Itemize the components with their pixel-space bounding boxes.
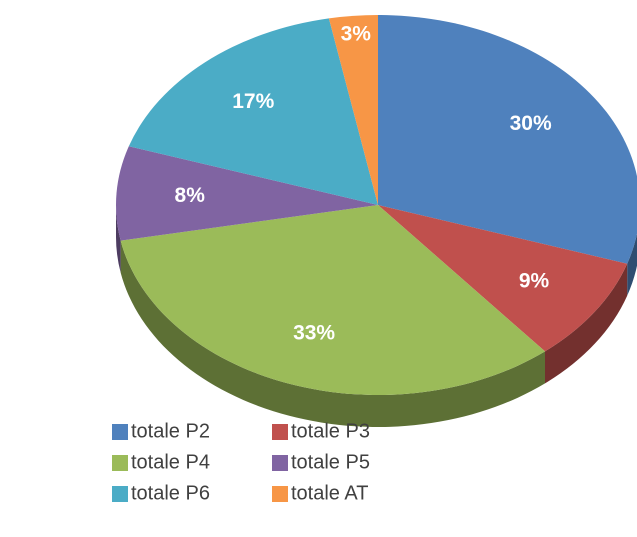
slice-side <box>120 240 546 427</box>
legend-marker <box>272 486 288 502</box>
data-label: 9% <box>519 269 550 292</box>
slice-side <box>627 233 637 296</box>
legend-label: totale AT <box>291 482 368 504</box>
slice <box>378 15 637 264</box>
legend-label: totale P5 <box>291 451 370 473</box>
data-label: 33% <box>293 321 335 344</box>
legend-marker <box>112 424 128 440</box>
legend-label: totale P4 <box>131 451 210 473</box>
legend-label: totale P3 <box>291 420 370 442</box>
data-label: 3% <box>341 22 372 45</box>
legend-marker <box>112 455 128 471</box>
data-label: 17% <box>232 90 274 113</box>
slice <box>378 205 628 352</box>
slice-side <box>545 263 628 384</box>
data-label: 30% <box>510 112 552 135</box>
slice <box>128 18 378 206</box>
data-label: 8% <box>175 184 206 207</box>
slice-side <box>116 205 121 273</box>
legend-marker <box>112 486 128 502</box>
slice <box>116 146 378 241</box>
slice <box>120 205 546 395</box>
legend-label: totale P2 <box>131 420 210 442</box>
legend-marker <box>272 424 288 440</box>
slice <box>328 15 378 205</box>
legend-marker <box>272 455 288 471</box>
legend-label: totale P6 <box>131 482 210 504</box>
